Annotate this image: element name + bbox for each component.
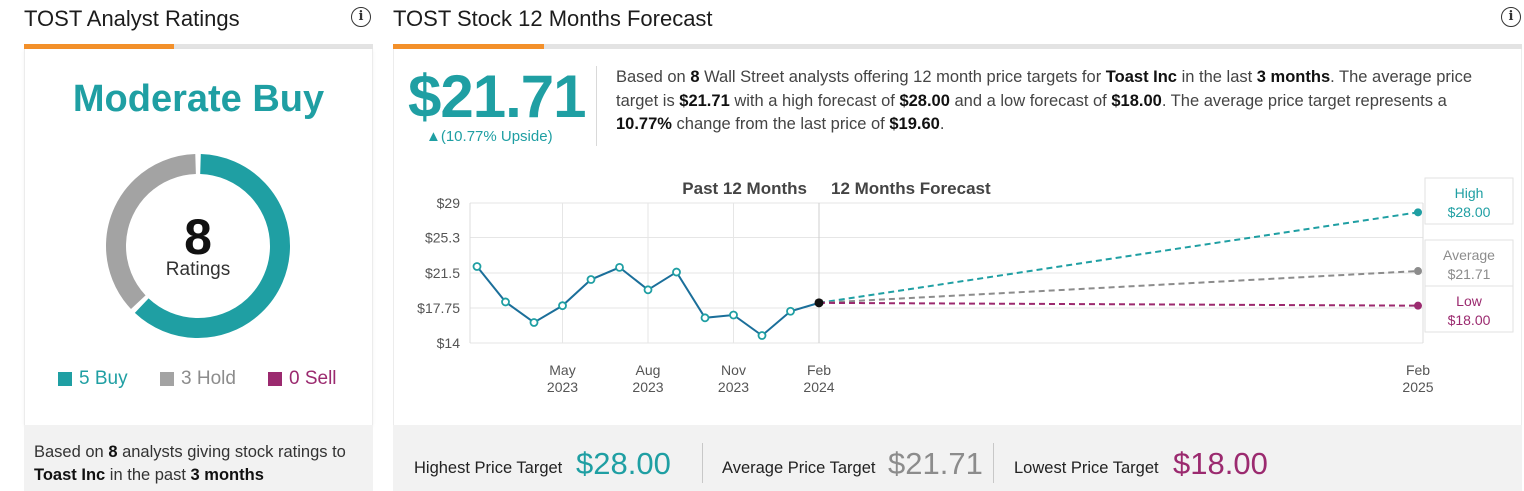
lowest-target-label: Lowest Price Target (1014, 459, 1159, 477)
forecast-label-name: Average (1443, 247, 1495, 263)
x-tick-label: 2025 (1402, 379, 1433, 395)
info-icon[interactable]: i (1501, 7, 1521, 27)
legend-swatch-hold (160, 372, 174, 386)
price-point (729, 310, 738, 320)
tab-underline (24, 44, 373, 49)
x-tick-label: Feb (807, 362, 831, 378)
legend-swatch-buy (58, 372, 72, 386)
forecast-label-box (1424, 177, 1514, 225)
forecast-label-box (1424, 239, 1514, 287)
forecast-label-name: High (1455, 185, 1484, 201)
y-tick-label: $21.5 (425, 265, 460, 281)
x-tick-label: Aug (636, 362, 661, 378)
average-price-target: $21.71 (408, 63, 587, 130)
price-point (586, 275, 596, 284)
forecast-point-high (1414, 208, 1422, 217)
x-tick-label: 2023 (547, 379, 578, 395)
forecast-label-value: $28.00 (1448, 204, 1491, 220)
x-tick-label: Feb (1406, 362, 1430, 378)
highest-target-value: $28.00 (576, 446, 671, 481)
total-ratings-count: 8 (184, 209, 212, 265)
forecast-label-value: $21.71 (1448, 266, 1491, 282)
ratings-card (24, 49, 373, 425)
legend-sell: 0 Sell (268, 368, 337, 390)
tab-underline-active (24, 44, 174, 49)
price-point (672, 267, 681, 277)
price-point (558, 301, 567, 311)
price-point (643, 285, 653, 295)
price-point (472, 262, 482, 271)
legend-hold: 3 Hold (160, 368, 236, 390)
y-tick-label: $14 (437, 335, 461, 351)
price-point (700, 313, 710, 323)
forecast-summary: Based on 8 Wall Street analysts offering… (616, 68, 1473, 133)
forecast-label-name: Low (1456, 293, 1483, 309)
average-target-label: Average Price Target (722, 459, 876, 477)
analyst-ratings-title: TOST Analyst Ratings (24, 6, 240, 31)
x-tick-label: 2023 (632, 379, 663, 395)
x-tick-label: 2023 (718, 379, 749, 395)
highest-target-label: Highest Price Target (414, 459, 563, 477)
info-icon[interactable]: i (351, 7, 371, 27)
y-tick-label: $29 (437, 195, 461, 211)
legend-forecast: 12 Months Forecast (831, 179, 991, 198)
divider (702, 443, 703, 483)
x-tick-label: Nov (721, 362, 746, 378)
forecast-line-high (818, 211, 1419, 304)
legend-sell-label: 0 Sell (289, 368, 337, 389)
consensus-rating: Moderate Buy (72, 78, 325, 120)
price-point (529, 318, 539, 327)
divider (596, 66, 597, 146)
ratings-footer (24, 425, 373, 491)
price-point (757, 331, 767, 340)
ratings-donut-chart (105, 154, 290, 338)
y-tick-label: $17.75 (417, 300, 460, 316)
forecast-point-low (1414, 301, 1422, 310)
legend-past: Past 12 Months (682, 179, 807, 198)
current-price-point (814, 298, 824, 308)
legend-buy: 5 Buy (58, 368, 128, 390)
tab-underline-active (393, 44, 544, 49)
price-point (501, 297, 510, 307)
price-point (786, 306, 795, 316)
forecast-label-box (1424, 285, 1514, 333)
forecast-title: TOST Stock 12 Months Forecast (393, 6, 713, 31)
average-target-value: $21.71 (888, 446, 983, 481)
forecast-line-average (818, 270, 1419, 304)
ratings-footer-text: Based on 8 analysts giving stock ratings… (34, 443, 346, 484)
price-targets-strip (393, 425, 1522, 491)
divider (993, 443, 994, 483)
tab-underline (393, 44, 1522, 49)
x-tick-label: 2024 (803, 379, 834, 395)
forecast-point-average (1414, 267, 1422, 276)
x-tick-label: May (549, 362, 575, 378)
forecast-line-low (818, 301, 1419, 307)
price-forecast-chart: $29$25.3$21.5$17.75$14May2023Aug2023Nov2… (417, 177, 1514, 395)
price-point (615, 263, 624, 272)
upside-percent: ▲(10.77% Upside) (426, 128, 553, 145)
lowest-target-value: $18.00 (1173, 446, 1268, 481)
ratings-label: Ratings (165, 259, 231, 280)
legend-hold-label: 3 Hold (181, 368, 236, 389)
forecast-label-value: $18.00 (1448, 312, 1491, 328)
legend-buy-label: 5 Buy (79, 368, 128, 389)
forecast-card (393, 49, 1522, 425)
y-tick-label: $25.3 (425, 230, 460, 246)
legend-swatch-sell (268, 372, 282, 386)
donut-segment-buy (106, 154, 290, 338)
